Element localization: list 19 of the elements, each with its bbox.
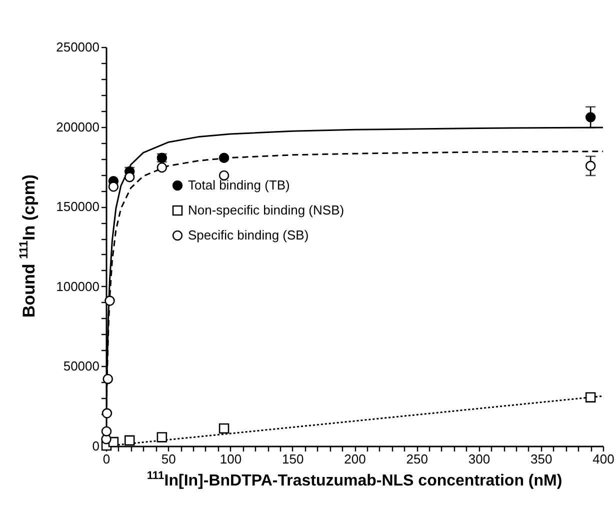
x-tick-label: 350 <box>530 452 552 466</box>
x-tick-label: 200 <box>344 452 366 466</box>
y-tick-label: 250000 <box>56 40 100 54</box>
x-tick-label: 100 <box>220 452 242 466</box>
y-tick-label: 50000 <box>63 358 100 374</box>
x-tick-label: 250 <box>406 452 428 466</box>
legend-label: Total binding (TB) <box>188 178 290 192</box>
x-tick-label: 300 <box>468 452 490 466</box>
x-tick-label: 0 <box>102 452 110 466</box>
y-tick-label: 0 <box>92 438 100 454</box>
x-axis-title: $^{111}$In[In]-BnDTPA-Trastuzumab-NLS concentration (nM) <box>146 470 564 490</box>
legend-label: Specific binding (SB) <box>188 228 309 242</box>
y-tick-label: 100000 <box>56 278 100 294</box>
x-tick-label: 150 <box>282 452 304 466</box>
x-tick-label: 400 <box>592 452 614 466</box>
y-tick-label: 200000 <box>56 119 100 134</box>
x-tick-label: 50 <box>161 452 176 466</box>
y-tick-label: 150000 <box>56 199 100 214</box>
legend-label: Non-specific binding (NSB) <box>188 202 344 218</box>
